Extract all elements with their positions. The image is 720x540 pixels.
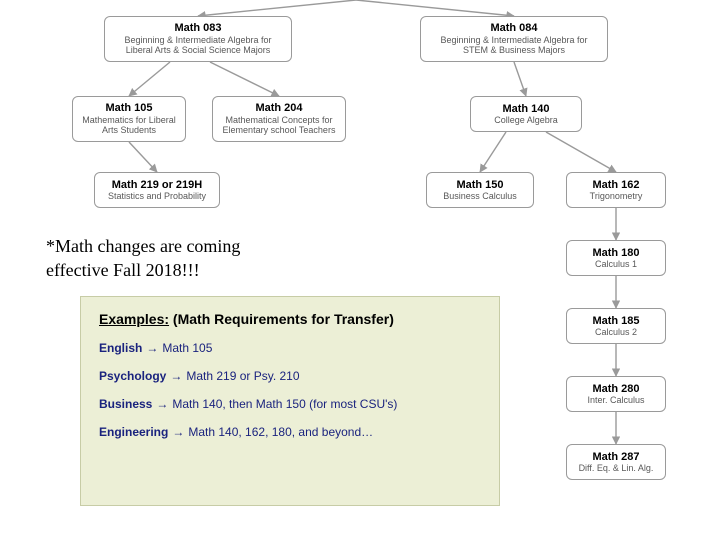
example-major: Psychology	[99, 369, 166, 383]
course-subtitle: Mathematics for Liberal Arts Students	[79, 115, 179, 136]
course-node-m185: Math 185Calculus 2	[566, 308, 666, 344]
course-subtitle: Business Calculus	[443, 191, 517, 201]
course-node-m180: Math 180Calculus 1	[566, 240, 666, 276]
example-major: Business	[99, 397, 152, 411]
course-code: Math 185	[592, 315, 639, 328]
example-major: Engineering	[99, 425, 168, 439]
example-line: Business→Math 140, then Math 150 (for mo…	[99, 397, 481, 411]
course-node-m287: Math 287Diff. Eq. & Lin. Alg.	[566, 444, 666, 480]
course-subtitle: Calculus 2	[595, 327, 637, 337]
examples-header-underlined: Examples:	[99, 311, 169, 327]
edge-m140-m150	[480, 132, 506, 172]
course-node-m105: Math 105Mathematics for Liberal Arts Stu…	[72, 96, 186, 142]
course-subtitle: Statistics and Probability	[108, 191, 206, 201]
course-code: Math 204	[255, 102, 302, 115]
notice-text: *Math changes are coming effective Fall …	[46, 234, 346, 283]
course-node-m280: Math 280Inter. Calculus	[566, 376, 666, 412]
course-node-m162: Math 162Trigonometry	[566, 172, 666, 208]
edge-root-m084	[356, 0, 514, 16]
edge-m083-m204	[210, 62, 279, 96]
course-subtitle: Calculus 1	[595, 259, 637, 269]
arrow-icon: →	[152, 397, 172, 411]
course-code: Math 105	[105, 102, 152, 115]
example-requirement: Math 140, then Math 150 (for most CSU's)	[172, 397, 397, 411]
course-subtitle: College Algebra	[494, 115, 558, 125]
course-subtitle: Trigonometry	[590, 191, 643, 201]
course-subtitle: Inter. Calculus	[587, 395, 644, 405]
course-code: Math 140	[502, 103, 549, 116]
course-node-m140: Math 140College Algebra	[470, 96, 582, 132]
course-node-m150: Math 150Business Calculus	[426, 172, 534, 208]
course-subtitle: Beginning & Intermediate Algebra for STE…	[427, 35, 601, 56]
course-subtitle: Diff. Eq. & Lin. Alg.	[579, 463, 654, 473]
example-requirement: Math 140, 162, 180, and beyond…	[188, 425, 373, 439]
example-line: Engineering→Math 140, 162, 180, and beyo…	[99, 425, 481, 439]
course-code: Math 162	[592, 179, 639, 192]
course-code: Math 180	[592, 247, 639, 260]
arrow-icon: →	[166, 369, 186, 383]
edge-root-m083	[198, 0, 356, 16]
edge-m084-m140	[514, 62, 526, 96]
examples-header-rest: (Math Requirements for Transfer)	[169, 311, 394, 327]
course-code: Math 287	[592, 451, 639, 464]
course-subtitle: Mathematical Concepts for Elementary sch…	[219, 115, 339, 136]
course-subtitle: Beginning & Intermediate Algebra for Lib…	[111, 35, 285, 56]
example-line: English→Math 105	[99, 341, 481, 355]
edge-m105-m219	[129, 142, 157, 172]
course-code: Math 084	[490, 22, 537, 35]
arrow-icon: →	[168, 425, 188, 439]
notice-line2: effective Fall 2018!!!	[46, 260, 200, 280]
course-node-m084: Math 084Beginning & Intermediate Algebra…	[420, 16, 608, 62]
examples-header: Examples: (Math Requirements for Transfe…	[99, 311, 481, 327]
course-node-m204: Math 204Mathematical Concepts for Elemen…	[212, 96, 346, 142]
example-major: English	[99, 341, 142, 355]
edge-m083-m105	[129, 62, 170, 96]
example-requirement: Math 219 or Psy. 210	[186, 369, 299, 383]
course-code: Math 083	[174, 22, 221, 35]
course-node-m083: Math 083Beginning & Intermediate Algebra…	[104, 16, 292, 62]
course-code: Math 150	[456, 179, 503, 192]
course-code: Math 280	[592, 383, 639, 396]
arrow-icon: →	[142, 341, 162, 355]
notice-line1: *Math changes are coming	[46, 236, 240, 256]
course-node-m219: Math 219 or 219HStatistics and Probabili…	[94, 172, 220, 208]
example-line: Psychology→Math 219 or Psy. 210	[99, 369, 481, 383]
edge-m140-m162	[546, 132, 616, 172]
examples-panel: Examples: (Math Requirements for Transfe…	[80, 296, 500, 506]
course-code: Math 219 or 219H	[112, 179, 202, 192]
example-requirement: Math 105	[162, 341, 212, 355]
